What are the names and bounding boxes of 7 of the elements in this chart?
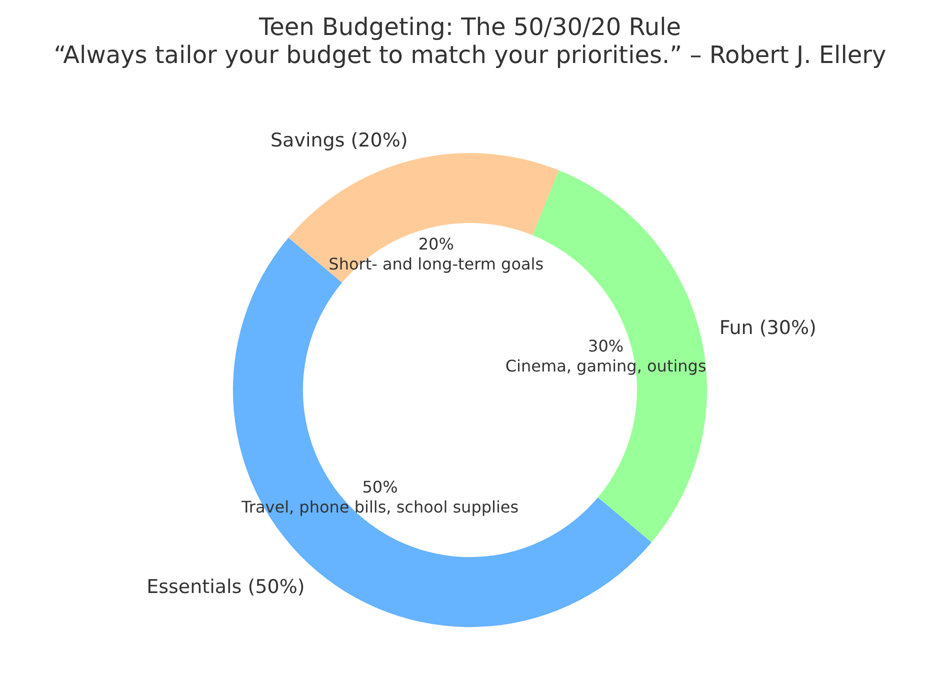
slice-label: Fun (30%): [719, 316, 816, 339]
slice-label: Essentials (50%): [146, 576, 305, 598]
slice-label: Savings (20%): [270, 130, 408, 152]
chart-subtitle: “Always tailor your budget to match your priorities.” – Robert J. Ellery: [54, 41, 886, 69]
data-label: 30% Cinema, gaming, outings: [505, 336, 706, 376]
chart-title: Teen Budgeting: The 50/30/20 Rule: [258, 13, 682, 41]
data-label: 20% Short- and long-term goals: [328, 234, 544, 274]
